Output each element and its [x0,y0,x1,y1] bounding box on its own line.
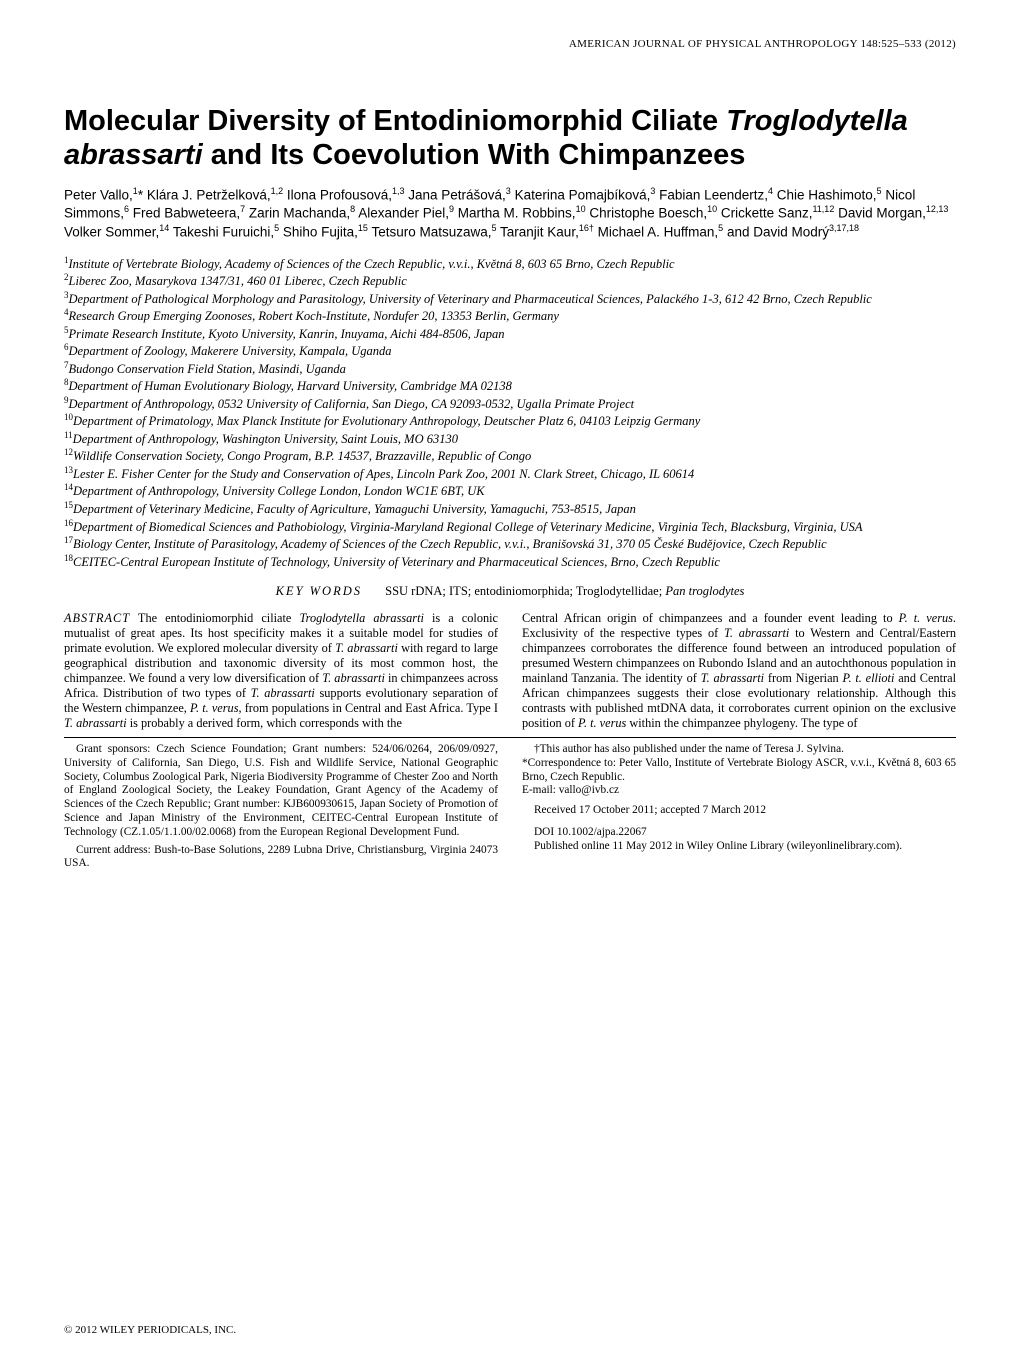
abstract-text-left: The entodiniomorphid ciliate Troglodytel… [64,611,498,730]
affiliation-item: 11Department of Anthropology, Washington… [64,430,956,448]
title-part1: Molecular Diversity of Entodiniomorphid … [64,105,726,137]
affiliation-item: 15Department of Veterinary Medicine, Fac… [64,500,956,518]
affiliation-item: 5Primate Research Institute, Kyoto Unive… [64,325,956,343]
separator-rule [64,737,956,738]
dagger-note: †This author has also published under th… [522,743,956,757]
affiliation-item: 10Department of Primatology, Max Planck … [64,412,956,430]
authors-list: Peter Vallo,1* Klára J. Petrželková,1,2 … [64,186,956,240]
affiliation-item: 4Research Group Emerging Zoonoses, Rober… [64,307,956,325]
affiliation-item: 18CEITEC-Central European Institute of T… [64,553,956,571]
grant-sponsors: Grant sponsors: Czech Science Foundation… [64,743,498,839]
copyright: © 2012 WILEY PERIODICALS, INC. [64,1324,236,1336]
affiliation-item: 9Department of Anthropology, 0532 Univer… [64,395,956,413]
footer-col-right: †This author has also published under th… [522,743,956,871]
title-part2: and Its Coevolution With Chimpanzees [203,139,746,171]
article-title: Molecular Diversity of Entodiniomorphid … [64,104,956,172]
doi: DOI 10.1002/ajpa.22067 [522,826,956,840]
abstract-label: ABSTRACT [64,611,130,625]
keywords-line: KEY WORDS SSU rDNA; ITS; entodiniomorphi… [64,584,956,599]
affiliation-item: 6Department of Zoology, Makerere Univers… [64,342,956,360]
current-address: Current address: Bush-to-Base Solutions,… [64,844,498,872]
abstract-col-right: Central African origin of chimpanzees an… [522,611,956,731]
affiliation-item: 7Budongo Conservation Field Station, Mas… [64,360,956,378]
correspondence: *Correspondence to: Peter Vallo, Institu… [522,757,956,785]
received-date: Received 17 October 2011; accepted 7 Mar… [522,804,956,818]
abstract-col-left: ABSTRACT The entodiniomorphid ciliate Tr… [64,611,498,731]
keywords-text: SSU rDNA; ITS; entodiniomorphida; Troglo… [385,584,665,598]
affiliation-item: 2Liberec Zoo, Masarykova 1347/31, 460 01… [64,272,956,290]
abstract: ABSTRACT The entodiniomorphid ciliate Tr… [64,611,956,731]
journal-header: AMERICAN JOURNAL OF PHYSICAL ANTHROPOLOG… [64,38,956,50]
affiliation-item: 8Department of Human Evolutionary Biolog… [64,377,956,395]
footer-col-left: Grant sponsors: Czech Science Foundation… [64,743,498,871]
published-online: Published online 11 May 2012 in Wiley On… [522,840,956,854]
affiliation-item: 3Department of Pathological Morphology a… [64,290,956,308]
affiliation-item: 13Lester E. Fisher Center for the Study … [64,465,956,483]
affiliation-item: 14Department of Anthropology, University… [64,482,956,500]
affiliation-item: 17Biology Center, Institute of Parasitol… [64,535,956,553]
email: E-mail: vallo@ivb.cz [522,784,956,798]
affiliation-item: 1Institute of Vertebrate Biology, Academ… [64,255,956,273]
affiliation-item: 12Wildlife Conservation Society, Congo P… [64,447,956,465]
affiliations-list: 1Institute of Vertebrate Biology, Academ… [64,255,956,571]
affiliation-item: 16Department of Biomedical Sciences and … [64,518,956,536]
keywords-label: KEY WORDS [276,584,362,598]
keywords-italic: Pan troglodytes [665,584,744,598]
footer-notes: Grant sponsors: Czech Science Foundation… [64,743,956,871]
